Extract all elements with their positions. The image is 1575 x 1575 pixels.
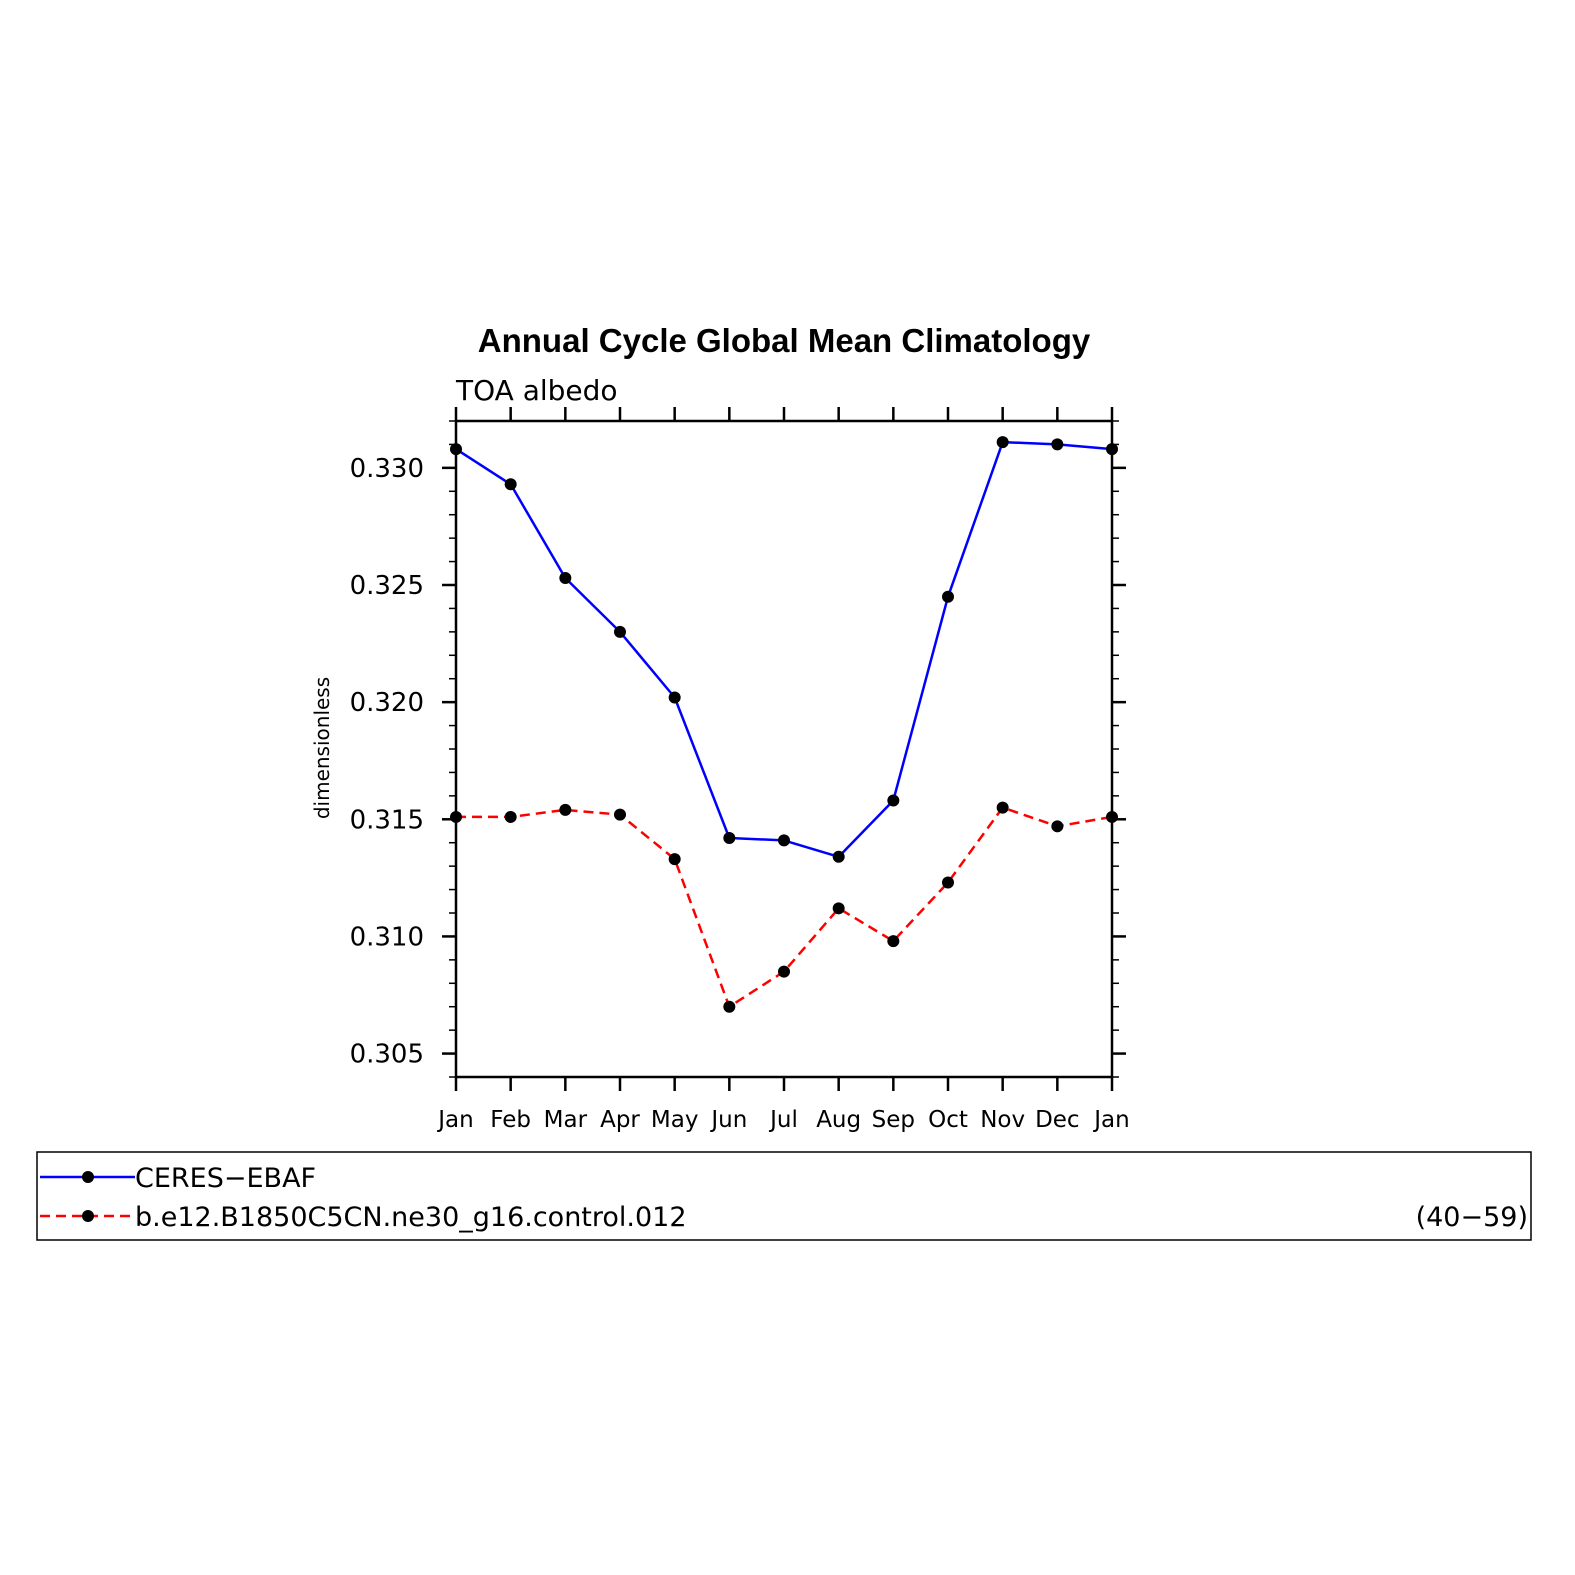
- data-point: [996, 801, 1009, 814]
- x-tick-label: May: [651, 1107, 699, 1133]
- x-tick-label: Sep: [872, 1107, 915, 1133]
- x-tick-label: Jan: [1092, 1107, 1129, 1133]
- legend-marker-ceres-ebaf: [82, 1171, 94, 1183]
- data-point: [668, 853, 681, 866]
- data-point: [832, 850, 845, 863]
- data-point: [996, 436, 1009, 449]
- x-tick-label: Jul: [768, 1107, 798, 1133]
- data-point: [559, 571, 572, 584]
- data-point: [1051, 820, 1064, 833]
- x-tick-label: Mar: [544, 1107, 588, 1133]
- x-tick-label: Aug: [816, 1107, 861, 1133]
- x-tick-label: Apr: [600, 1107, 640, 1133]
- data-point: [668, 691, 681, 704]
- x-tick-label: Jun: [709, 1107, 747, 1133]
- y-tick-label: 0.320: [350, 688, 424, 718]
- plot-frame: [454, 419, 1114, 1079]
- data-point: [559, 803, 572, 816]
- x-tick-label: Oct: [928, 1107, 968, 1133]
- legend-label-control: b.e12.B1850C5CN.ne30_g16.control.012: [135, 1202, 687, 1233]
- data-point: [942, 876, 954, 889]
- legend-marker-control: [82, 1210, 94, 1222]
- data-point: [778, 834, 790, 847]
- legend-box: [36, 1151, 1532, 1241]
- data-point: [1051, 438, 1064, 451]
- x-tick-label: Dec: [1035, 1107, 1080, 1133]
- chart-subtitle: TOA albedo: [455, 374, 618, 407]
- legend: CERES−EBAF b.e12.B1850C5CN.ne30_g16.cont…: [36, 1151, 1532, 1241]
- series-line-0: [455, 440, 1113, 859]
- series-layer: [450, 436, 1118, 1013]
- legend-annotation-years: (40−59): [1416, 1202, 1528, 1233]
- data-point: [614, 808, 626, 821]
- data-point: [778, 965, 790, 978]
- data-point: [723, 832, 736, 845]
- y-tick-label: 0.315: [350, 805, 424, 835]
- y-axis-label: dimensionless: [310, 677, 334, 819]
- data-point: [887, 794, 900, 807]
- legend-label-ceres-ebaf: CERES−EBAF: [135, 1163, 316, 1194]
- data-point: [723, 1000, 736, 1013]
- y-tick-label: 0.330: [350, 454, 424, 484]
- x-tick-label: Nov: [980, 1107, 1025, 1133]
- data-point: [942, 590, 954, 603]
- legend-item-ceres-ebaf: CERES−EBAF: [40, 1163, 316, 1194]
- y-tick-label: 0.305: [350, 1040, 424, 1070]
- data-point: [504, 810, 517, 823]
- axis-ticks: 0.305 0.310 0.315 0.320 0.325 0.330 Jan Feb Mar A…: [350, 407, 1130, 1133]
- data-point: [614, 625, 626, 638]
- x-tick-label: Jan: [436, 1107, 473, 1133]
- data-point: [887, 935, 900, 948]
- y-tick-label: 0.310: [350, 922, 424, 952]
- y-tick-label: 0.325: [350, 571, 424, 601]
- data-point: [504, 478, 517, 491]
- x-tick-label: Feb: [490, 1107, 531, 1133]
- data-point: [832, 902, 845, 915]
- chart-title: Annual Cycle Global Mean Climatology: [478, 322, 1091, 359]
- legend-item-control: b.e12.B1850C5CN.ne30_g16.control.012 (40…: [40, 1202, 1528, 1233]
